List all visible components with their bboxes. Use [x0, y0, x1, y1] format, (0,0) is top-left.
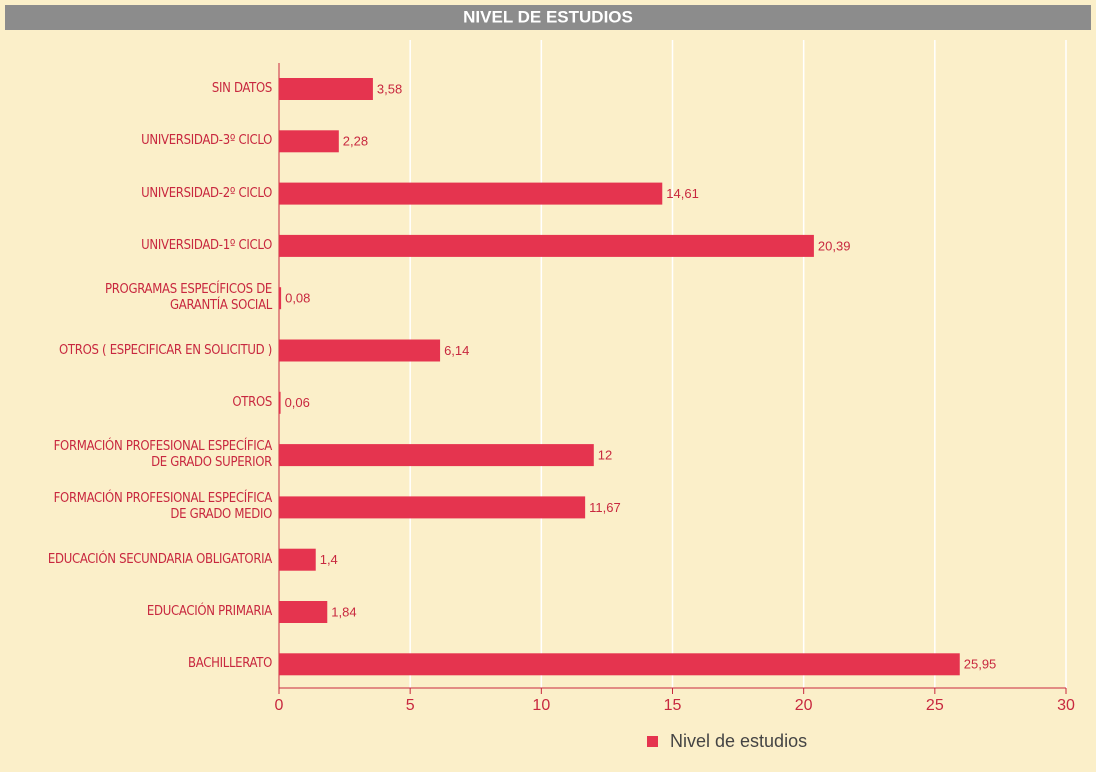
- data-label: 3,58: [377, 81, 402, 96]
- x-tick-label: 5: [406, 697, 415, 714]
- bar: [279, 78, 373, 100]
- bar: [279, 653, 960, 676]
- y-tick-label: EDUCACIÓN PRIMARIA: [146, 604, 272, 619]
- y-tick-label: UNIVERSIDAD-2º CICLO: [141, 185, 272, 201]
- data-label: 20,39: [818, 238, 851, 253]
- chart-title: NIVEL DE ESTUDIOS: [463, 7, 633, 26]
- data-label: 1,84: [331, 604, 356, 619]
- bar: [279, 496, 586, 519]
- y-tick-label: EDUCACIÓN SECUNDARIA OBLIGATORIA: [47, 551, 272, 567]
- legend-swatch: [647, 736, 658, 747]
- x-tick-label: 30: [1057, 697, 1075, 714]
- y-tick-label: FORMACIÓN PROFESIONAL ESPECÍFICA DE GRAD…: [53, 491, 273, 523]
- y-tick-label: OTROS: [232, 394, 272, 410]
- bar: [279, 601, 328, 623]
- bar: [279, 130, 339, 153]
- data-label: 12: [598, 448, 612, 463]
- y-tick-label: BACHILLERATO: [188, 656, 272, 672]
- x-tick-label: 15: [664, 697, 682, 714]
- bar: [279, 182, 663, 205]
- title-bar: [5, 5, 1091, 30]
- legend-label: Nivel de estudios: [670, 731, 807, 751]
- data-label: 6,14: [444, 343, 469, 358]
- y-tick-label: UNIVERSIDAD-1º CICLO: [141, 237, 272, 253]
- x-tick-label: 25: [926, 697, 944, 714]
- y-tick-label: FORMACIÓN PROFESIONAL ESPECÍFICA DE GRAD…: [53, 439, 273, 471]
- x-tick-label: 20: [795, 697, 813, 714]
- data-label: 0,06: [285, 395, 310, 410]
- y-tick-label: OTROS ( ESPECIFICAR EN SOLICITUD ): [59, 342, 272, 358]
- data-label: 25,95: [964, 657, 997, 672]
- bar: [279, 234, 814, 257]
- y-tick-label: SIN DATOS: [211, 81, 272, 96]
- y-tick-label: PROGRAMAS ESPECÍFICOS DE GARANTÍA SOCIAL: [104, 282, 272, 314]
- y-tick-label: UNIVERSIDAD-3º CICLO: [141, 133, 272, 149]
- data-label: 1,4: [320, 552, 338, 567]
- data-label: 2,28: [343, 134, 368, 149]
- data-label: 11,67: [589, 500, 621, 515]
- data-label: 0,08: [285, 291, 310, 306]
- x-tick-label: 0: [275, 697, 284, 714]
- bar: [279, 339, 441, 362]
- bar: [279, 444, 594, 467]
- bar: [279, 391, 281, 414]
- data-label: 14,61: [666, 186, 699, 201]
- x-tick-label: 10: [532, 697, 550, 714]
- bar: [279, 287, 282, 310]
- bar: [279, 548, 316, 571]
